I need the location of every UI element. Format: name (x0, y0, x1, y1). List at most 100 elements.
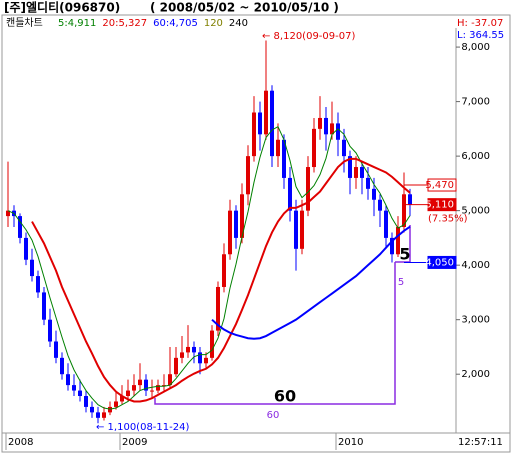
period-sub: 60 (267, 410, 280, 421)
candle-body (270, 90, 274, 157)
ma-line (211, 225, 411, 340)
x-tick-label: 2010 (338, 437, 363, 448)
legend-entry: 240 (229, 18, 248, 29)
stock-title: [주]엘디티(096870) (4, 0, 120, 15)
candle-body (384, 210, 388, 238)
candle-body (60, 357, 64, 375)
candle-body (234, 210, 238, 238)
legend-entry: 60:4,705 (153, 18, 198, 29)
candle-body (294, 210, 298, 249)
candle-body (168, 374, 172, 386)
candle-body (348, 156, 352, 178)
candle-body (30, 259, 34, 277)
candle-body (378, 199, 382, 211)
y-tick-label: 8,000 (461, 42, 490, 53)
candle-body (6, 210, 10, 217)
candle-body (138, 379, 142, 386)
candle-body (210, 330, 214, 358)
candle-body (36, 276, 40, 293)
price-tag-box (427, 178, 457, 192)
candle-body (324, 117, 328, 135)
y-tick-label: 6,000 (461, 151, 490, 162)
candle-body (204, 357, 208, 364)
frame (1, 14, 511, 453)
candle-body (66, 374, 70, 386)
low-info: L: 364.55 (457, 30, 504, 41)
candle-body (408, 194, 412, 205)
candle-body (102, 412, 106, 418)
candle-body (222, 254, 226, 287)
candle-body (252, 112, 256, 157)
y-tick-label: 2,000 (461, 369, 490, 380)
candle-body (318, 117, 322, 129)
candle-body (390, 237, 394, 255)
candle-body (24, 237, 28, 260)
candle-body (366, 177, 370, 189)
candle-body (198, 352, 202, 364)
y-tick-label: 3,000 (461, 315, 490, 326)
candle-body (90, 406, 94, 413)
price-tag-label: 4,050 (425, 257, 454, 268)
candle-body (354, 167, 358, 178)
candle-body (282, 139, 286, 178)
price-tag-label: 5,110 (425, 200, 454, 211)
period-label: 5 (399, 245, 410, 264)
candle-body (18, 216, 22, 238)
candle-body (396, 227, 400, 255)
candle-body (78, 390, 82, 397)
candle-body (150, 390, 154, 392)
candle-body (186, 346, 190, 353)
price-tag-label: 5,470 (425, 180, 454, 191)
high-info: H: -37.07 (457, 18, 503, 29)
high-note: ← 8,120(09-09-07) (262, 31, 355, 42)
x-tick-label: 2009 (122, 437, 147, 448)
candle-body (132, 385, 136, 391)
legend-entry: 5:4,911 (58, 18, 96, 29)
candle-body (300, 210, 304, 249)
ma-line (31, 157, 411, 403)
ma-line (7, 125, 411, 410)
candle-body (246, 156, 250, 195)
candle-body (54, 341, 58, 358)
candle-body (162, 385, 166, 387)
period-label: 60 (274, 387, 296, 406)
candle-body (42, 292, 46, 320)
period-bracket (154, 262, 396, 405)
candle-body (312, 128, 316, 168)
change-label: (7.35%) (428, 214, 468, 225)
candle-body (174, 357, 178, 375)
y-tick-label: 7,000 (461, 97, 490, 108)
y-tick-label: 5,000 (461, 206, 490, 217)
legend: 5:4,911 20:5,327 60:4,705 120 240 (58, 18, 248, 29)
candle-body (84, 396, 88, 407)
candle-body (48, 319, 52, 342)
period-sub: 5 (398, 277, 404, 288)
candle-body (276, 139, 280, 157)
candle-body (360, 167, 364, 178)
legend-entry: 120 (204, 18, 223, 29)
date-range: ( 2008/05/02 ~ 2010/05/10 ) (150, 1, 339, 15)
candle-body (120, 396, 124, 402)
candle-body (258, 112, 262, 135)
candle-body (216, 286, 220, 331)
candle-body (156, 385, 160, 391)
candle-body (114, 401, 118, 407)
candle-body (336, 123, 340, 140)
candle-body (96, 412, 100, 418)
chart-label: 캔들차트 (6, 17, 43, 29)
candle-body (288, 177, 292, 211)
candle-body (306, 167, 310, 211)
candle-body (72, 385, 76, 391)
x-tick-label: 2008 (8, 437, 33, 448)
candle-body (228, 210, 232, 255)
candle-body (180, 352, 184, 358)
low-note: ← 1,100(08-11-24) (96, 422, 189, 433)
candle-body (342, 139, 346, 157)
candle-body (126, 390, 130, 397)
y-tick-label: 4,000 (461, 260, 490, 271)
candle-body (264, 90, 268, 135)
clock: 12:57:11 (458, 437, 503, 448)
candle-body (192, 346, 196, 353)
